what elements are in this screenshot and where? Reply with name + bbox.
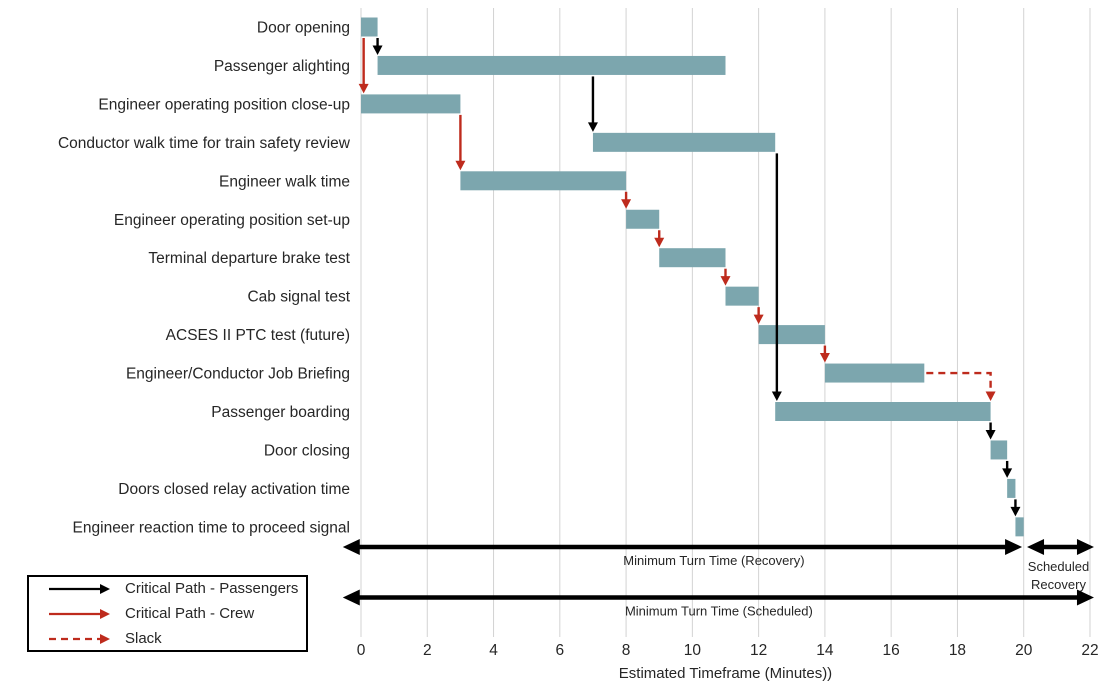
passengers-arrowhead-icon <box>771 391 782 401</box>
scheduled-recovery-label: Recovery <box>1031 577 1086 592</box>
gantt-bar <box>758 325 825 345</box>
slack-dashed-arrow <box>926 371 992 393</box>
task-label: Door opening <box>257 20 350 37</box>
crew-arrowhead-icon <box>753 314 764 325</box>
x-tick-label: 14 <box>816 642 834 659</box>
task-label: Doors closed relay activation time <box>118 481 350 498</box>
gantt-bar <box>361 94 461 114</box>
gantt-bar <box>377 55 726 75</box>
gantt-bar <box>659 248 726 268</box>
gantt-bar <box>775 402 991 421</box>
legend-item-label: Slack <box>125 630 162 647</box>
span-arrowhead-left-icon <box>1027 539 1045 555</box>
x-tick-label: 2 <box>423 642 432 659</box>
passengers-arrowhead-icon <box>1002 468 1013 478</box>
x-tick-label: 20 <box>1015 642 1033 659</box>
span-arrowhead-right-icon <box>1076 539 1094 555</box>
task-label: ACSES II PTC test (future) <box>166 327 350 344</box>
x-tick-label: 0 <box>357 642 366 659</box>
min-turn-scheduled-label: Minimum Turn Time (Scheduled) <box>625 604 813 619</box>
task-label: Engineer/Conductor Job Briefing <box>126 366 350 383</box>
task-label: Passenger alighting <box>214 58 350 75</box>
task-label: Engineer walk time <box>219 173 350 190</box>
gantt-bar <box>592 132 776 152</box>
x-tick-label: 18 <box>949 642 966 659</box>
gantt-bar <box>1007 478 1016 498</box>
x-tick-label: 10 <box>684 642 702 659</box>
x-tick-label: 8 <box>622 642 631 659</box>
gantt-bar <box>990 440 1008 460</box>
passengers-arrowhead-icon <box>372 45 383 55</box>
gantt-bar <box>1015 517 1024 537</box>
crew-arrowhead-icon <box>358 83 369 94</box>
passengers-arrowhead-icon <box>985 429 996 440</box>
legend-item: Critical Path - Crew <box>47 603 306 625</box>
legend-item-label: Critical Path - Crew <box>125 605 255 622</box>
passengers-arrowhead-icon <box>587 122 598 132</box>
x-tick-label: 22 <box>1081 642 1098 659</box>
gantt-bar <box>824 363 925 383</box>
crew-arrowhead-icon <box>621 199 632 209</box>
crew-arrowhead-icon <box>654 237 665 248</box>
task-label: Passenger boarding <box>211 404 350 421</box>
task-label: Engineer operating position close-up <box>98 96 350 113</box>
x-tick-label: 6 <box>556 642 565 659</box>
x-tick-label: 16 <box>883 642 900 659</box>
gantt-bar <box>725 286 759 306</box>
gantt-bar <box>460 171 627 191</box>
red-arrow-icon <box>49 608 110 619</box>
span-arrowhead-left-icon <box>342 539 360 555</box>
legend-item-label: Critical Path - Passengers <box>125 580 299 597</box>
span-arrowhead-right-icon <box>1005 539 1023 555</box>
task-label: Door closing <box>264 442 350 459</box>
red-dashed-arrow-icon <box>49 633 110 644</box>
task-label: Terminal departure brake test <box>148 250 350 267</box>
scheduled-recovery-label: Scheduled <box>1028 559 1089 574</box>
task-label: Conductor walk time for train safety rev… <box>58 135 351 152</box>
span-arrowhead-right-icon <box>1076 589 1094 606</box>
legend: Critical Path - Passengers Critical Path … <box>27 575 308 652</box>
passengers-arrowhead-icon <box>1010 506 1021 517</box>
crew-arrowhead-icon <box>819 353 830 363</box>
span-arrowhead-left-icon <box>342 589 360 606</box>
gantt-bar <box>361 17 378 37</box>
legend-item: Slack <box>47 628 306 650</box>
x-tick-label: 4 <box>489 642 498 659</box>
legend-item: Critical Path - Passengers <box>47 578 306 600</box>
gantt-bar <box>626 209 660 229</box>
x-axis-title: Estimated Timeframe (Minutes)) <box>618 665 833 682</box>
crew-arrowhead-icon <box>720 276 731 286</box>
task-label: Cab signal test <box>247 289 350 306</box>
x-tick-label: 12 <box>750 642 767 659</box>
slack-arrowhead-icon <box>985 391 996 401</box>
task-label: Engineer operating position set-up <box>114 212 350 229</box>
crew-arrowhead-icon <box>455 160 466 171</box>
task-label: Engineer reaction time to proceed signal <box>73 519 350 536</box>
min-turn-recovery-label: Minimum Turn Time (Recovery) <box>623 553 804 568</box>
black-arrow-icon <box>49 583 110 594</box>
